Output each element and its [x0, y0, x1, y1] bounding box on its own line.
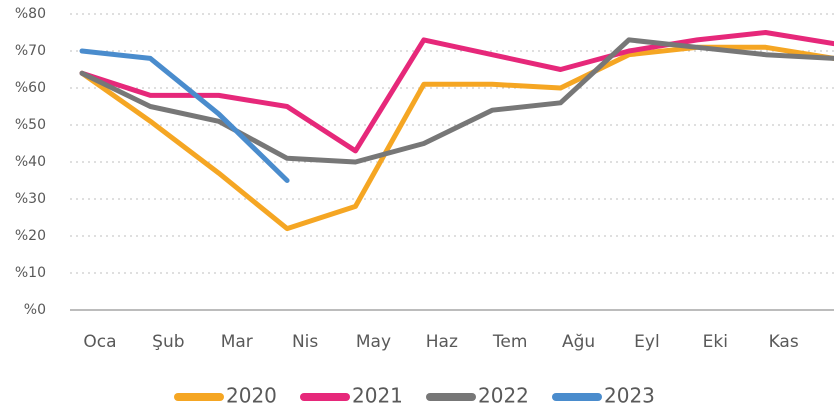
y-tick-label: %30 — [15, 191, 46, 207]
y-tick-label: %40 — [15, 154, 46, 170]
x-tick-label: Oca — [83, 332, 116, 352]
x-tick-label: Mar — [221, 332, 253, 352]
y-tick-label: %0 — [24, 302, 46, 318]
legend-label: 2023 — [604, 384, 655, 408]
line-series — [79, 37, 834, 165]
y-tick-label: %10 — [15, 265, 46, 281]
y-tick-label: %80 — [15, 6, 46, 22]
x-tick-label: Şub — [152, 332, 184, 352]
legend-label: 2020 — [226, 384, 277, 408]
line-series — [79, 44, 834, 232]
y-tick-label: %60 — [15, 80, 46, 96]
x-tick-label: Tem — [492, 332, 528, 352]
legend-label: 2022 — [478, 384, 529, 408]
x-tick-label: May — [356, 332, 391, 352]
x-tick-label: Eki — [703, 332, 728, 352]
y-tick-label: %50 — [15, 117, 46, 133]
line-series — [79, 48, 290, 183]
x-tick-label: Haz — [426, 332, 458, 352]
x-tick-label: Ağu — [562, 332, 595, 352]
x-tick-label: Kas — [769, 332, 799, 352]
y-tick-label: %70 — [15, 43, 46, 59]
x-tick-label: Nis — [292, 332, 318, 352]
line-series — [79, 30, 834, 154]
x-tick-label: Eyl — [634, 332, 660, 352]
y-tick-label: %20 — [15, 228, 46, 244]
legend-label: 2021 — [352, 384, 403, 408]
